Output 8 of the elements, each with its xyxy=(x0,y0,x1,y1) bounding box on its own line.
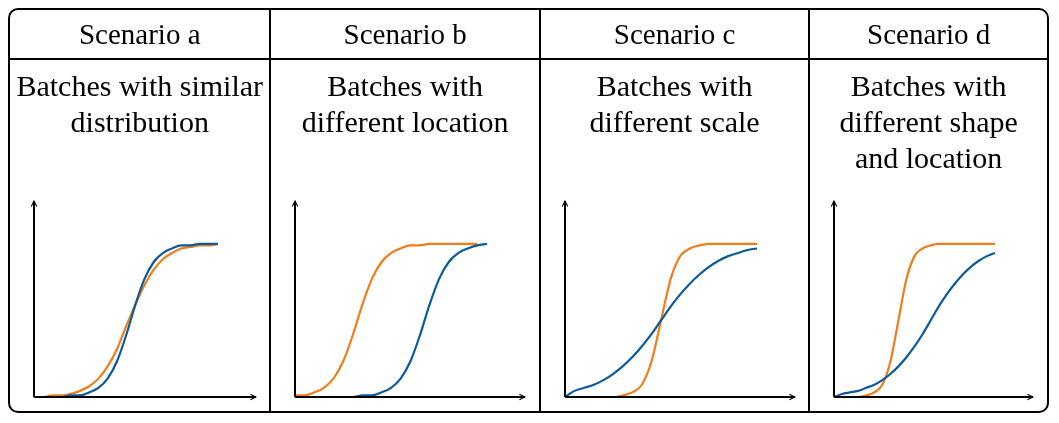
chart-subtitle: Batches with similar distribution xyxy=(15,68,265,140)
chart-title: Scenario b xyxy=(271,10,539,60)
chart-title: Scenario c xyxy=(540,10,809,60)
chart-subtitle: Batches with different shape and location xyxy=(838,68,1019,176)
chart-subtitle: Batches with different scale xyxy=(588,68,761,140)
chart-title: Scenario a xyxy=(10,10,270,60)
chart-subtitle: Batches with different location xyxy=(300,68,510,140)
chart-title: Scenario d xyxy=(810,10,1047,60)
